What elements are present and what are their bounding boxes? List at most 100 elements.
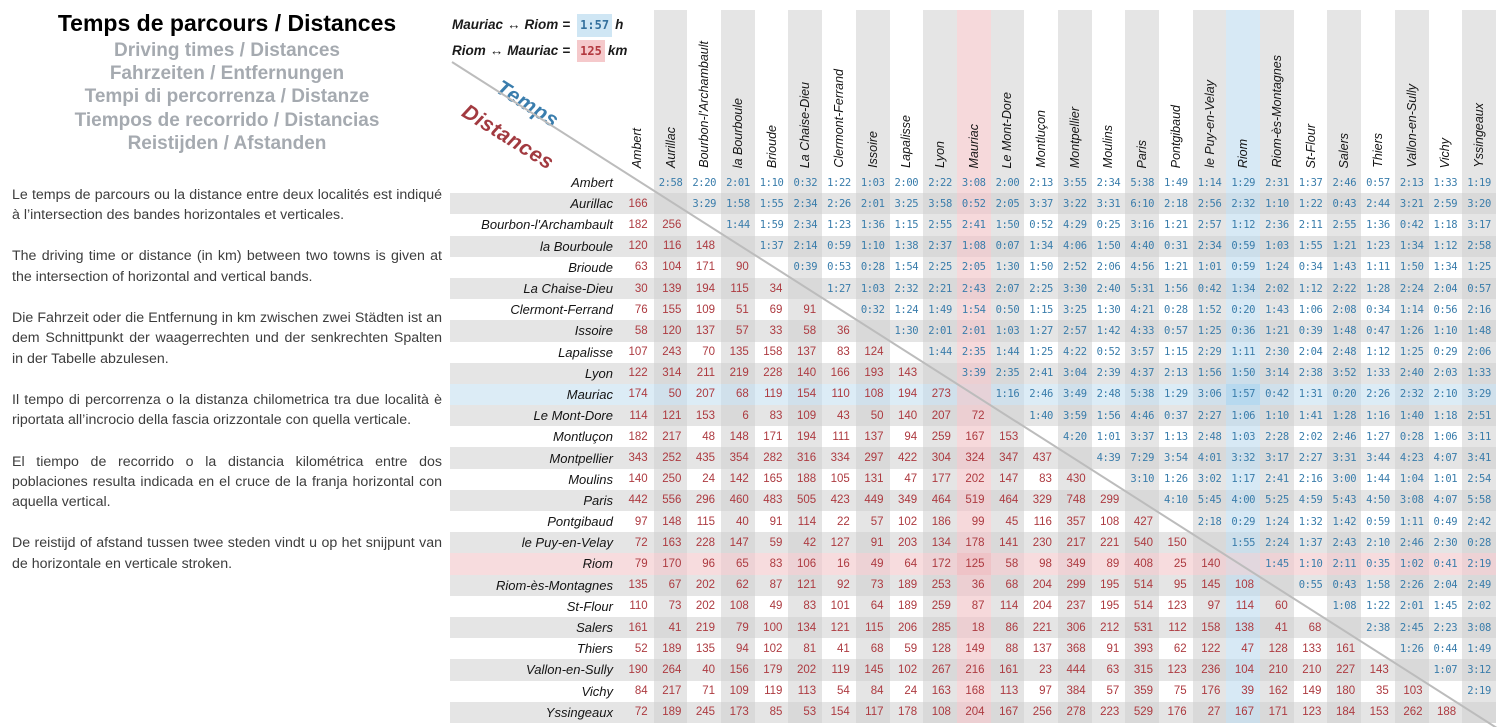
distance-cell: 41	[1260, 616, 1294, 639]
time-cell: 2:36	[1260, 214, 1294, 236]
time-cell: 2:19	[1462, 553, 1496, 575]
distance-cell: 237	[1057, 595, 1092, 617]
distance-cell: 442	[620, 489, 654, 511]
time-cell: 2:43	[956, 277, 991, 300]
column-header-row: Ambert Aurillac Bourbon-l'Archambault la Bo…	[450, 0, 1498, 172]
col-header-Mauriac: Mauriac	[956, 10, 991, 172]
matrix-row-Paris: Paris 442 556 296 460 483 505 423 449 349 464 519 46…	[450, 489, 1498, 511]
time-cell: 6:10	[1125, 193, 1159, 215]
col-header-Clermont-Ferrand: Clermont-Ferrand	[822, 10, 856, 172]
time-cell: 2:40	[1394, 362, 1429, 384]
distance-cell: 221	[1024, 616, 1058, 639]
time-cell: 2:13	[1024, 172, 1058, 194]
row-label: Lyon	[450, 362, 620, 384]
distance-cell: 51	[721, 299, 755, 321]
time-cell: 2:43	[1327, 532, 1362, 554]
legend-time-line: Mauriac ↔ Riom = 1:57 h	[452, 12, 627, 38]
time-cell: 2:08	[1327, 299, 1362, 321]
time-cell: 1:04	[1394, 468, 1429, 490]
time-cell: 3:17	[1462, 214, 1496, 236]
time-cell: 4:50	[1361, 489, 1395, 511]
diagonal-cell	[1125, 489, 1159, 511]
time-cell: 2:48	[1091, 383, 1126, 406]
row-label: Salers	[450, 616, 620, 639]
distance-cell: 165	[754, 468, 789, 490]
distance-cell: 57	[721, 320, 755, 342]
distance-cell: 273	[923, 383, 957, 406]
time-cell: 1:02	[1394, 553, 1429, 575]
distance-cell: 147	[990, 468, 1025, 490]
distance-cell: 206	[889, 616, 924, 639]
distance-cell: 115	[721, 277, 755, 300]
col-header-label: Vallon-en-Sully	[1404, 84, 1419, 168]
time-cell: 1:10	[754, 172, 789, 194]
time-cell: 1:12	[1293, 277, 1328, 300]
time-cell: 1:18	[1428, 214, 1463, 236]
distance-cell: 119	[754, 383, 789, 406]
distance-cell: 297	[855, 447, 890, 469]
time-cell: 2:21	[923, 277, 957, 300]
distance-cell: 83	[822, 341, 856, 363]
distance-cell: 540	[1125, 532, 1159, 554]
distance-cell: 114	[1226, 595, 1261, 617]
time-cell: 0:39	[1293, 320, 1328, 342]
distance-cell: 6	[721, 405, 755, 427]
distance-cell: 354	[721, 447, 755, 469]
page-title: Temps de parcours / Distances	[57, 10, 397, 36]
distance-cell: 202	[956, 468, 991, 490]
distance-cell: 119	[754, 680, 789, 702]
time-cell: 1:50	[1091, 235, 1126, 257]
time-cell: 3:25	[1057, 299, 1092, 321]
distance-cell: 148	[653, 511, 688, 533]
time-cell: 1:48	[1327, 320, 1362, 342]
matrix-row-Montpellier: Montpellier 343 252 435 354 282 316 334 297 422 30…	[450, 447, 1498, 469]
time-cell: 4:46	[1125, 405, 1159, 427]
diagonal-cell	[687, 214, 722, 236]
distance-cell: 68	[855, 638, 890, 660]
distance-cell: 178	[956, 532, 991, 554]
time-cell: 2:05	[956, 256, 991, 278]
time-cell: 2:14	[788, 235, 823, 257]
time-cell: 2:18	[1159, 193, 1193, 215]
distance-cell: 72	[620, 532, 654, 554]
time-cell: 2:03	[1428, 362, 1463, 384]
distance-cell: 359	[1125, 680, 1159, 702]
distance-cell: 68	[1293, 616, 1328, 639]
distance-cell: 109	[721, 680, 755, 702]
distance-cell: 108	[1226, 574, 1261, 596]
distance-cell: 58	[990, 553, 1025, 575]
distance-cell: 62	[1159, 638, 1193, 660]
time-cell: 1:58	[1361, 574, 1395, 596]
time-cell: 4:56	[1125, 256, 1159, 278]
distance-cell: 65	[721, 553, 755, 575]
distance-cell: 430	[1057, 468, 1092, 490]
distance-cell: 23	[1024, 659, 1058, 681]
distance-cell: 67	[653, 574, 688, 596]
header-spacer	[450, 0, 620, 172]
diagonal-cell	[1327, 616, 1362, 639]
distance-cell: 113	[990, 680, 1025, 702]
time-cell: 2:04	[1428, 277, 1463, 300]
time-cell: 3:32	[1226, 447, 1261, 469]
distance-cell: 85	[754, 701, 789, 723]
time-cell: 1:22	[822, 172, 856, 194]
distance-cell: 202	[687, 595, 722, 617]
time-cell: 1:59	[754, 214, 789, 236]
time-cell: 1:07	[1428, 659, 1463, 681]
distance-cell: 100	[754, 616, 789, 639]
time-cell: 0:53	[822, 256, 856, 278]
distance-cell: 189	[653, 638, 688, 660]
distance-cell: 314	[653, 362, 688, 384]
distance-cell: 176	[1192, 680, 1227, 702]
col-header-label: Vichy	[1438, 137, 1453, 168]
distance-cell: 135	[721, 341, 755, 363]
col-header-label: la Bourboule	[730, 97, 745, 168]
time-cell: 2:46	[1024, 383, 1058, 406]
distance-cell: 278	[1057, 701, 1092, 723]
distance-cell: 18	[956, 616, 991, 639]
col-header-label: Issoire	[865, 131, 880, 168]
time-cell: 0:39	[788, 256, 823, 278]
distance-cell: 121	[822, 616, 856, 639]
diagonal-cell	[1293, 595, 1328, 617]
col-header-label: Ambert	[629, 127, 644, 168]
